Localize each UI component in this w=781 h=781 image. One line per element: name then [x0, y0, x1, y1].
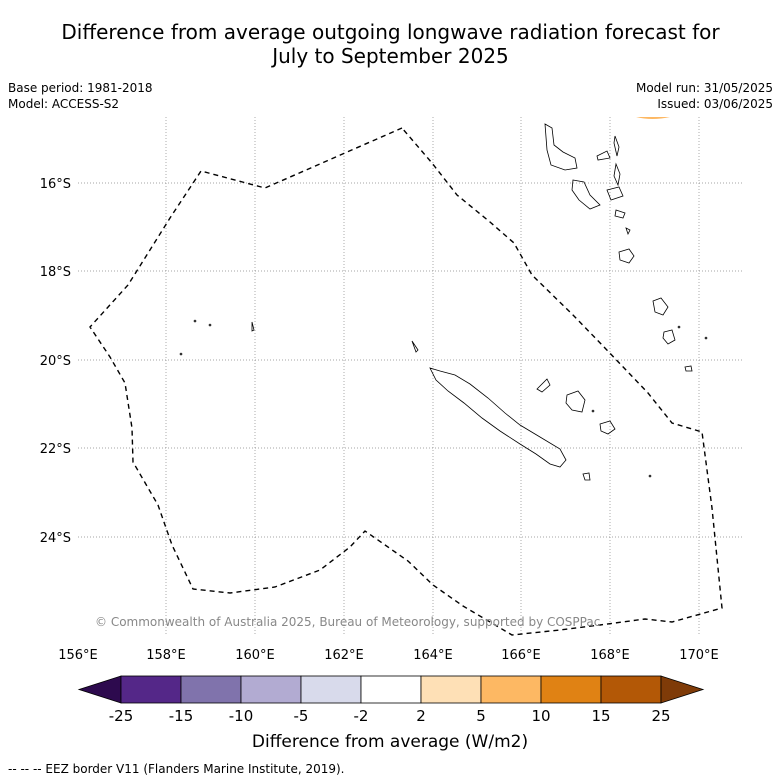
colorbar-label: Difference from average (W/m2): [252, 732, 528, 752]
lon-label: 168°E: [590, 648, 630, 663]
ouvea-island: [536, 378, 551, 393]
colorbar-box: [240, 675, 302, 704]
epi-island: [614, 209, 626, 219]
colorbar-box: [540, 675, 602, 704]
colorbar-tick-label: 10: [531, 707, 550, 725]
lat-label: 22°S: [40, 442, 71, 457]
copyright-text: © Commonwealth of Australia 2025, Bureau…: [95, 615, 600, 629]
lat-label: 20°S: [40, 354, 71, 369]
colorbar-box: [600, 675, 662, 704]
lon-label: 160°E: [235, 648, 275, 663]
colorbar-tick-label: 2: [416, 707, 426, 725]
lat-label: 24°S: [40, 531, 71, 546]
belep-island: [411, 340, 419, 353]
islet-e: [704, 336, 708, 340]
islet-g: [591, 409, 595, 413]
colorbar-extend-high: [660, 675, 705, 704]
islet-f: [648, 474, 652, 478]
efate-island: [618, 248, 635, 264]
islet-c: [179, 352, 183, 356]
pentecost-island: [613, 162, 621, 187]
chesterfield-islet: [251, 321, 255, 332]
islet-d: [677, 325, 681, 329]
lifou-island: [565, 390, 586, 413]
colorbar-tick-label: -5: [294, 707, 309, 725]
gridlines: [78, 117, 743, 635]
map-title: Difference from average outgoing longwav…: [0, 20, 781, 68]
colorbar-tick-label: -2: [354, 707, 369, 725]
meta-left: Base period: 1981-2018 Model: ACCESS-S2: [8, 80, 153, 112]
lon-label: 162°E: [324, 648, 364, 663]
tanna-island: [662, 329, 676, 345]
base-period: Base period: 1981-2018: [8, 81, 153, 95]
colorbar-box: [300, 675, 362, 704]
colorbar-tick-label: -10: [229, 707, 254, 725]
colorbar-box: [360, 675, 422, 704]
colorbar-box: [480, 675, 542, 704]
lon-labels: 156°E 158°E 160°E 162°E 164°E 166°E 168°…: [58, 648, 719, 663]
new-caledonia-island: [429, 367, 567, 468]
espiritu-santo-island: [544, 123, 578, 171]
model-run: Model run: 31/05/2025: [635, 81, 773, 95]
eez-border: [89, 127, 723, 636]
map-panel: [78, 117, 743, 636]
islet-a: [193, 319, 197, 323]
coastlines: [179, 123, 708, 481]
colorbar-extend-low: [77, 675, 122, 704]
maewo-island: [613, 135, 620, 157]
title-line-1: Difference from average outgoing longwav…: [61, 20, 720, 44]
erromango-island: [652, 297, 669, 316]
model-name: Model: ACCESS-S2: [8, 97, 120, 111]
colorbar-tick-label: 15: [591, 707, 610, 725]
colorbar-tick-label: 25: [651, 707, 670, 725]
lat-labels: 16°S 18°S 20°S 22°S 24°S: [40, 177, 71, 546]
shepherd-islands: [625, 227, 631, 236]
ambae-island: [596, 150, 611, 161]
ambrym-island: [606, 186, 624, 201]
aneityum-island: [684, 365, 693, 372]
colorbar-tick-label: -15: [169, 707, 194, 725]
lon-label: 164°E: [413, 648, 453, 663]
issued-date: Issued: 03/06/2025: [657, 97, 773, 111]
meta-right: Model run: 31/05/2025 Issued: 03/06/2025: [636, 80, 773, 112]
malekula-island: [571, 179, 601, 210]
anomaly-patch: [636, 117, 670, 119]
islet-b: [208, 323, 212, 327]
lon-label: 170°E: [679, 648, 719, 663]
title-line-2: July to September 2025: [272, 44, 509, 68]
lon-label: 166°E: [501, 648, 541, 663]
isle-of-pines: [582, 472, 591, 481]
mare-island: [599, 420, 616, 435]
colorbar: -25 -15 -10 -5 -2 2 5 10 15 25: [77, 675, 705, 725]
lon-label: 156°E: [58, 648, 98, 663]
colorbar-box: [180, 675, 242, 704]
colorbar-tick-label: -25: [109, 707, 134, 725]
colorbar-box: [420, 675, 482, 704]
colorbar-box: [120, 675, 182, 704]
lon-label: 158°E: [146, 648, 186, 663]
lat-label: 18°S: [40, 265, 71, 280]
colorbar-tick-label: 5: [476, 707, 486, 725]
eez-footer-note: -- -- -- EEZ border V11 (Flanders Marine…: [8, 762, 345, 776]
lat-label: 16°S: [40, 177, 71, 192]
